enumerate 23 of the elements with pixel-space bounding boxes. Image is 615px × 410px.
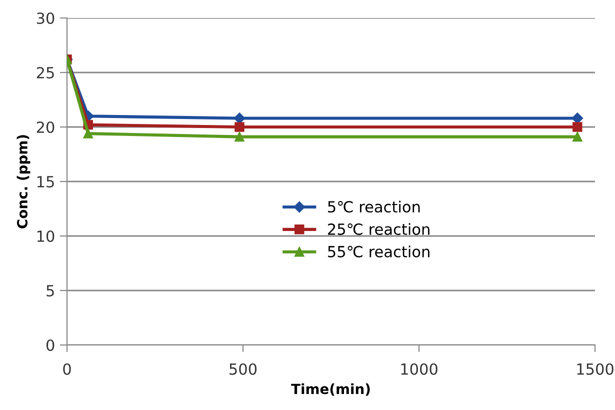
x-tick-label: 1000: [401, 363, 438, 375]
x-tick-label: 0: [63, 363, 71, 375]
legend-label: 25℃ reaction: [328, 223, 430, 235]
point: [572, 132, 582, 142]
point: [234, 132, 244, 142]
legend-label: 5℃ reaction: [328, 200, 420, 213]
y-axis-title: Conc. (ppm): [16, 135, 30, 228]
x-axis-title: Time(min): [291, 383, 370, 396]
y-tick-label: 15: [37, 176, 54, 188]
point: [234, 112, 246, 124]
y-tick-label: 25: [36, 66, 54, 79]
point: [234, 122, 244, 132]
legend-label: 55℃ reaction: [328, 246, 430, 258]
y-tick-label: 30: [36, 12, 54, 24]
point: [572, 122, 582, 132]
y-tick-label: 20: [36, 121, 54, 134]
x-tick-label: 1500: [577, 363, 614, 375]
x-tick-label: 500: [230, 363, 257, 375]
y-tick-label: 10: [37, 230, 54, 242]
y-tick-label: 0: [46, 339, 54, 352]
y-tick-label: 5: [46, 285, 54, 297]
point: [83, 128, 93, 138]
point: [572, 112, 584, 124]
